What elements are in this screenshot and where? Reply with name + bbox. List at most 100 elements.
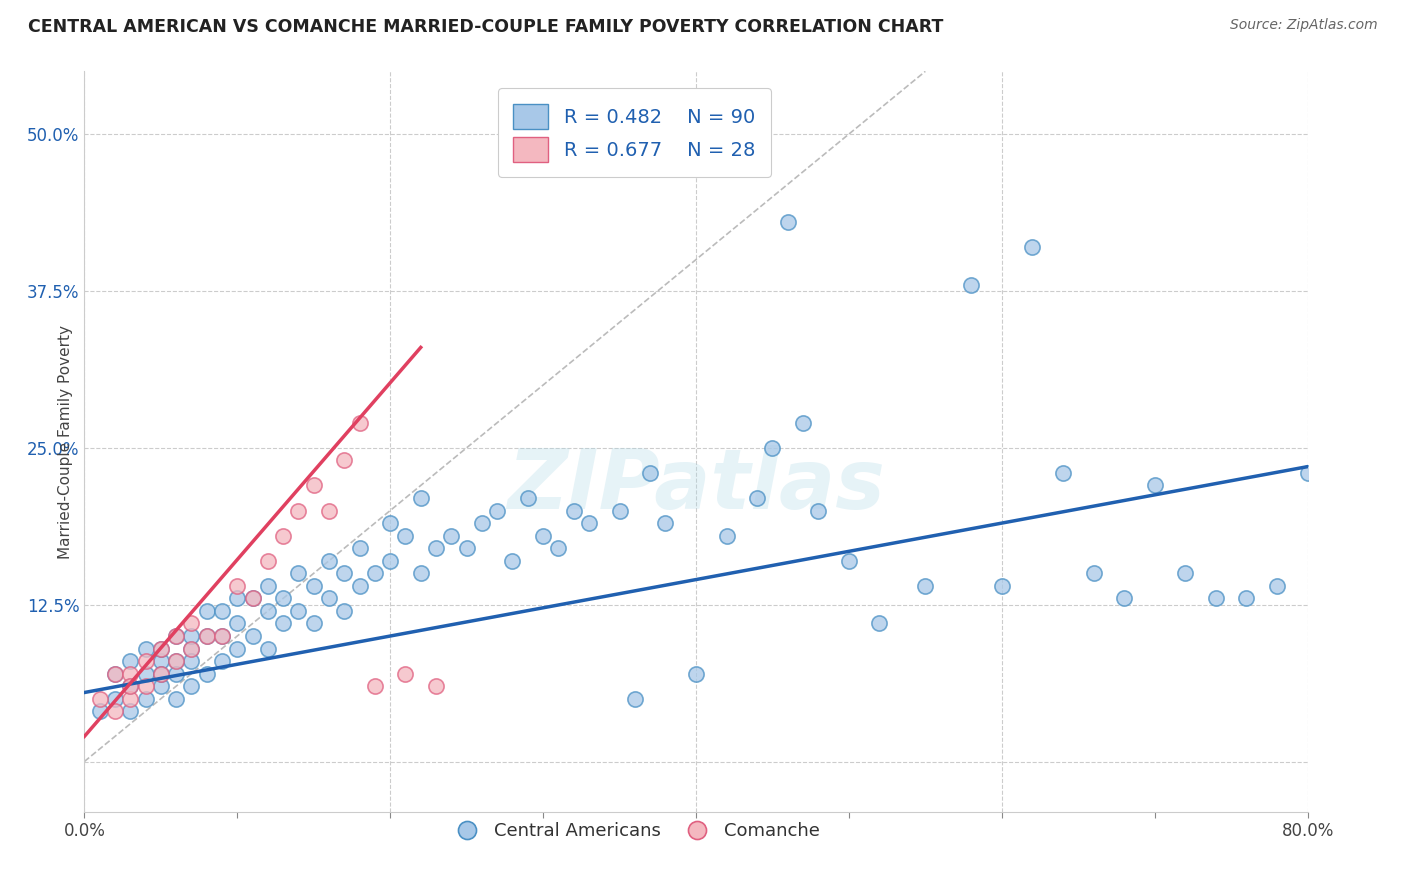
- Point: [425, 679, 447, 693]
- Point: [638, 466, 661, 480]
- Point: [135, 641, 157, 656]
- Point: [135, 679, 157, 693]
- Point: [120, 691, 142, 706]
- Text: ZIPatlas: ZIPatlas: [508, 445, 884, 526]
- Point: [747, 491, 769, 505]
- Point: [120, 704, 142, 718]
- Point: [211, 604, 233, 618]
- Point: [195, 629, 218, 643]
- Point: [257, 641, 280, 656]
- Point: [195, 666, 218, 681]
- Point: [226, 591, 249, 606]
- Point: [257, 554, 280, 568]
- Point: [257, 579, 280, 593]
- Legend: Central Americans, Comanche: Central Americans, Comanche: [441, 814, 828, 847]
- Text: Source: ZipAtlas.com: Source: ZipAtlas.com: [1230, 18, 1378, 32]
- Point: [624, 691, 647, 706]
- Point: [120, 654, 142, 668]
- Point: [869, 616, 891, 631]
- Point: [486, 503, 509, 517]
- Point: [1021, 240, 1043, 254]
- Point: [287, 503, 309, 517]
- Point: [716, 529, 738, 543]
- Point: [349, 541, 371, 556]
- Point: [516, 491, 538, 505]
- Point: [440, 529, 463, 543]
- Point: [1114, 591, 1136, 606]
- Point: [1265, 579, 1288, 593]
- Point: [333, 604, 356, 618]
- Point: [165, 691, 187, 706]
- Point: [776, 215, 799, 229]
- Point: [425, 541, 447, 556]
- Point: [211, 629, 233, 643]
- Point: [547, 541, 569, 556]
- Point: [271, 591, 294, 606]
- Point: [165, 629, 187, 643]
- Point: [531, 529, 554, 543]
- Point: [761, 441, 783, 455]
- Text: CENTRAL AMERICAN VS COMANCHE MARRIED-COUPLE FAMILY POVERTY CORRELATION CHART: CENTRAL AMERICAN VS COMANCHE MARRIED-COU…: [28, 18, 943, 36]
- Point: [409, 566, 432, 581]
- Point: [380, 516, 402, 530]
- Point: [1083, 566, 1105, 581]
- Point: [180, 616, 202, 631]
- Point: [104, 704, 127, 718]
- Point: [180, 654, 202, 668]
- Point: [1052, 466, 1074, 480]
- Point: [120, 666, 142, 681]
- Point: [960, 277, 983, 292]
- Point: [349, 579, 371, 593]
- Point: [380, 554, 402, 568]
- Point: [89, 704, 111, 718]
- Point: [349, 416, 371, 430]
- Point: [149, 679, 172, 693]
- Point: [1143, 478, 1166, 492]
- Point: [104, 666, 127, 681]
- Point: [792, 416, 814, 430]
- Point: [409, 491, 432, 505]
- Point: [135, 691, 157, 706]
- Point: [195, 629, 218, 643]
- Point: [394, 529, 416, 543]
- Y-axis label: Married-Couple Family Poverty: Married-Couple Family Poverty: [58, 325, 73, 558]
- Point: [562, 503, 585, 517]
- Point: [242, 591, 264, 606]
- Point: [685, 666, 707, 681]
- Point: [104, 691, 127, 706]
- Point: [502, 554, 524, 568]
- Point: [471, 516, 494, 530]
- Point: [287, 566, 309, 581]
- Point: [120, 679, 142, 693]
- Point: [1296, 466, 1319, 480]
- Point: [302, 579, 325, 593]
- Point: [394, 666, 416, 681]
- Point: [257, 604, 280, 618]
- Point: [318, 503, 340, 517]
- Point: [165, 654, 187, 668]
- Point: [991, 579, 1014, 593]
- Point: [1205, 591, 1227, 606]
- Point: [149, 654, 172, 668]
- Point: [226, 616, 249, 631]
- Point: [180, 679, 202, 693]
- Point: [578, 516, 600, 530]
- Point: [149, 641, 172, 656]
- Point: [180, 641, 202, 656]
- Point: [364, 679, 387, 693]
- Point: [135, 666, 157, 681]
- Point: [609, 503, 631, 517]
- Point: [807, 503, 830, 517]
- Point: [165, 629, 187, 643]
- Point: [456, 541, 478, 556]
- Point: [364, 566, 387, 581]
- Point: [302, 478, 325, 492]
- Point: [1174, 566, 1197, 581]
- Point: [318, 554, 340, 568]
- Point: [271, 529, 294, 543]
- Point: [1236, 591, 1258, 606]
- Point: [226, 579, 249, 593]
- Point: [195, 604, 218, 618]
- Point: [211, 629, 233, 643]
- Point: [287, 604, 309, 618]
